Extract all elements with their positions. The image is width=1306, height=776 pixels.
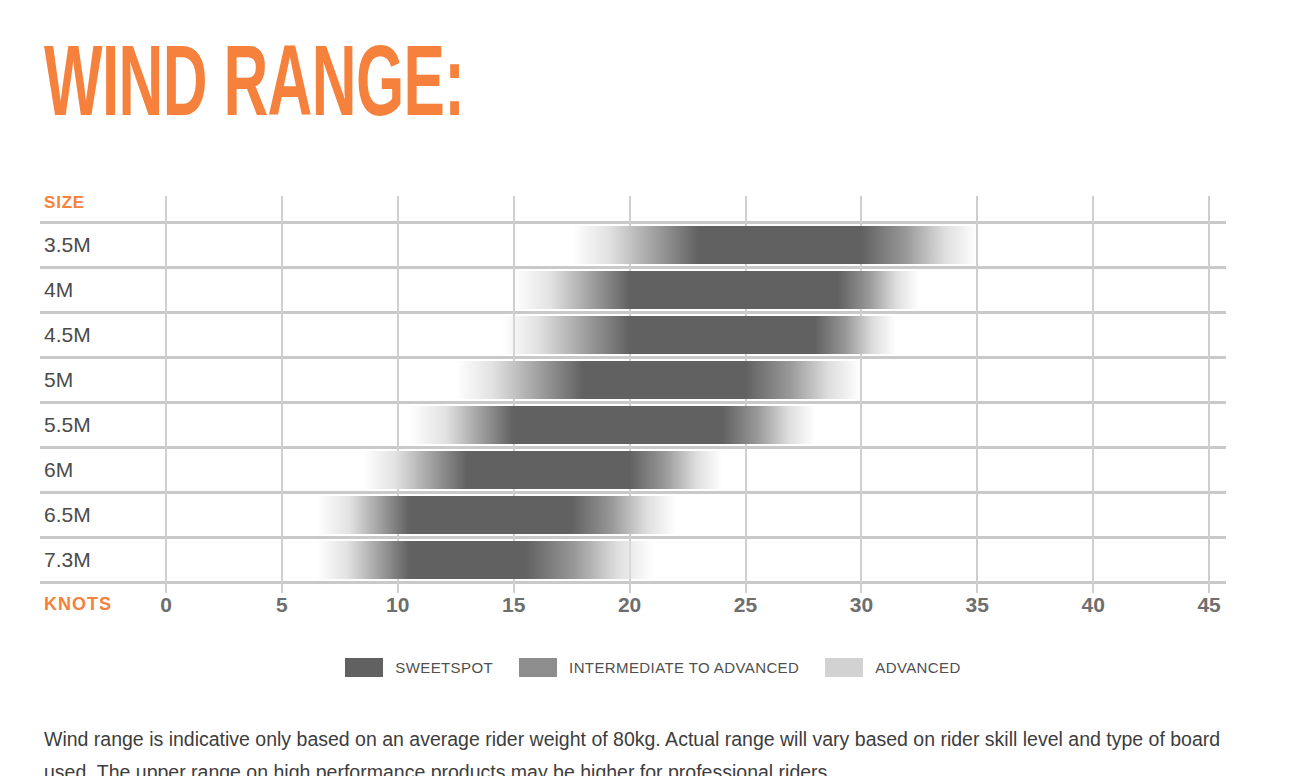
grid-hline — [40, 221, 1226, 224]
grid-hline — [40, 401, 1226, 404]
x-tick-label: 15 — [484, 593, 544, 617]
wind-range-bar — [409, 406, 815, 444]
grid-hline — [40, 446, 1226, 449]
wind-range-bar — [456, 361, 862, 399]
size-row-label: 4.5M — [44, 312, 154, 357]
legend-label: SWEETSPOT — [395, 659, 493, 676]
wind-range-bar — [572, 226, 978, 264]
x-tick-label: 30 — [831, 593, 891, 617]
size-row-label: 6.5M — [44, 492, 154, 537]
x-tick-label: 0 — [136, 593, 196, 617]
chart-legend: SWEETSPOT INTERMEDIATE TO ADVANCED ADVANCE… — [0, 658, 1306, 677]
legend-item: INTERMEDIATE TO ADVANCED — [519, 658, 799, 677]
x-tick-label: 40 — [1063, 593, 1123, 617]
page-title: WIND RANGE: — [44, 30, 464, 130]
grid-vline — [281, 196, 283, 593]
size-axis-label: SIZE — [44, 193, 85, 213]
wind-range-bar — [317, 541, 653, 579]
legend-swatch — [825, 658, 863, 677]
grid-hline — [40, 536, 1226, 539]
x-tick-label: 10 — [368, 593, 428, 617]
legend-item: SWEETSPOT — [345, 658, 493, 677]
x-tick-label: 45 — [1179, 593, 1239, 617]
wind-range-bar — [363, 451, 722, 489]
legend-label: ADVANCED — [875, 659, 960, 676]
wind-range-page: WIND RANGE: SIZE KNOTS 3.5M4M4.5M5M5.5M6… — [0, 0, 1306, 776]
grid-hline — [40, 356, 1226, 359]
grid-hline — [40, 266, 1226, 269]
size-row-label: 4M — [44, 267, 154, 312]
legend-swatch — [345, 658, 383, 677]
grid-vline — [165, 196, 167, 593]
legend-swatch — [519, 658, 557, 677]
x-tick-label: 20 — [600, 593, 660, 617]
size-row-label: 5M — [44, 357, 154, 402]
legend-item: ADVANCED — [825, 658, 960, 677]
x-tick-label: 25 — [716, 593, 776, 617]
x-tick-label: 5 — [252, 593, 312, 617]
legend-label: INTERMEDIATE TO ADVANCED — [569, 659, 799, 676]
size-row-label: 7.3M — [44, 537, 154, 582]
wind-range-bar — [514, 271, 920, 309]
grid-hline — [40, 311, 1226, 314]
x-tick-label: 35 — [947, 593, 1007, 617]
grid-vline — [1208, 196, 1210, 593]
wind-range-bar — [317, 496, 676, 534]
grid-hline — [40, 491, 1226, 494]
size-row-label: 3.5M — [44, 222, 154, 267]
wind-range-bar — [502, 316, 896, 354]
knots-axis-label: KNOTS — [44, 594, 112, 615]
size-row-label: 6M — [44, 447, 154, 492]
disclaimer-text: Wind range is indicative only based on a… — [44, 723, 1234, 776]
size-row-label: 5.5M — [44, 402, 154, 447]
grid-hline — [40, 581, 1226, 584]
grid-vline — [1092, 196, 1094, 593]
